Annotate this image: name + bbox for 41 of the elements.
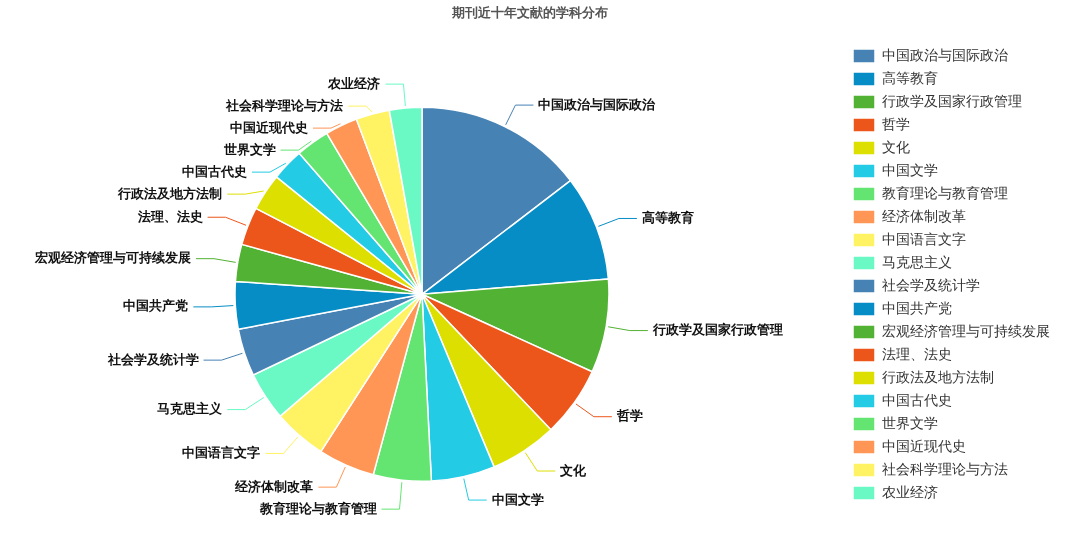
slice-label: 教育理论与教育管理	[258, 500, 377, 516]
slice-label: 中国语言文字	[182, 445, 261, 461]
legend-label: 世界文学	[882, 414, 938, 431]
legend-label: 行政法及地方法制	[882, 368, 994, 385]
legend-label: 文化	[882, 138, 910, 155]
legend-label: 行政学及国家行政管理	[882, 92, 1022, 109]
legend-label: 农业经济	[882, 483, 938, 500]
slice-label: 经济体制改革	[234, 478, 314, 494]
slice-label: 社会科学理论与方法	[225, 97, 344, 113]
legend-label: 马克思主义	[882, 253, 952, 270]
legend-label: 社会科学理论与方法	[882, 460, 1008, 477]
slice-label: 宏观经济管理与可持续发展	[34, 250, 192, 266]
legend-label: 社会学及统计学	[882, 276, 980, 293]
slice-label: 中国近现代史	[229, 119, 308, 135]
slice-label: 高等教育	[641, 210, 694, 226]
legend-label: 哲学	[882, 115, 910, 132]
legend-label: 中国语言文字	[882, 230, 966, 247]
slice-label: 文化	[559, 462, 588, 478]
legend-label: 中国共产党	[882, 299, 952, 316]
legend-label: 中国近现代史	[882, 437, 966, 454]
legend-label: 教育理论与教育管理	[882, 184, 1008, 201]
slice-label: 世界文学	[222, 141, 276, 157]
legend-label: 宏观经济管理与可持续发展	[882, 322, 1050, 339]
slice-label: 中国文学	[491, 491, 544, 507]
legend-label: 法理、法史	[882, 345, 952, 362]
slice-label: 农业经济	[327, 75, 381, 91]
slice-label: 中国共产党	[123, 298, 189, 314]
legend-label: 中国古代史	[882, 391, 952, 408]
slice-label: 行政学及国家行政管理	[651, 322, 783, 338]
chart-title: 期刊近十年文献的学科分布	[451, 5, 608, 21]
slice-label: 哲学	[615, 408, 643, 424]
legend-label: 经济体制改革	[882, 207, 966, 224]
legend-label: 中国文学	[882, 161, 938, 178]
legend-label: 中国政治与国际政治	[882, 46, 1008, 63]
slice-label: 马克思主义	[157, 401, 224, 417]
slice-label: 法理、法史	[136, 208, 203, 224]
slice-label: 行政法及地方法制	[117, 185, 223, 201]
slice-label: 社会学及统计学	[106, 351, 199, 367]
slice-label: 中国政治与国际政治	[538, 96, 657, 112]
legend-label: 高等教育	[882, 69, 938, 86]
slice-label: 中国古代史	[182, 163, 248, 179]
